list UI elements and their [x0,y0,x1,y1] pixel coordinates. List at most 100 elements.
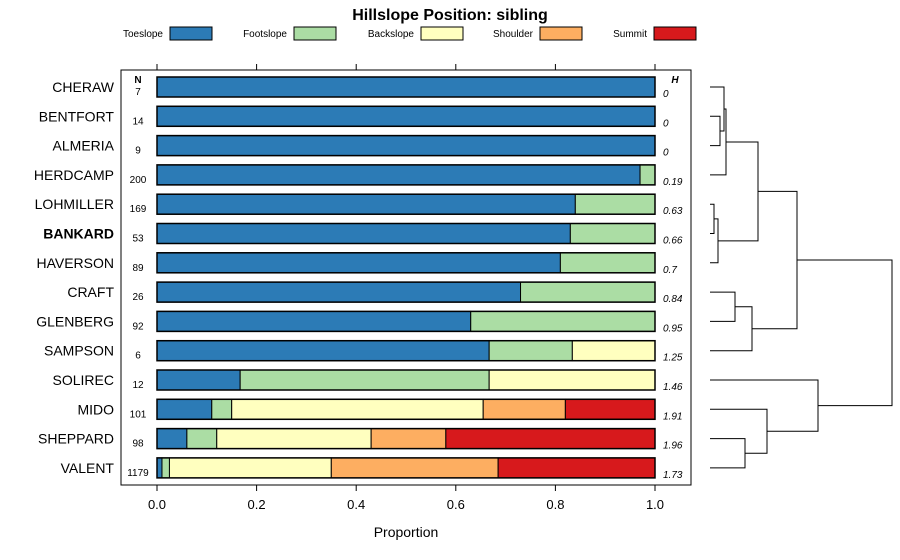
bar-outline-bankard [156,222,656,245]
bar-outline-valent [156,457,656,479]
h-value-glenberg: 0.95 [663,323,683,334]
n-value-haverson: 89 [132,263,144,274]
row-label-solirec: SOLIREC [53,372,114,388]
row-label-almeria: ALMERIA [53,138,115,154]
h-value-herdcamp: 0.19 [663,177,683,188]
row-label-cheraw: CHERAW [52,79,114,95]
h-value-sheppard: 1.96 [663,441,683,452]
x-axis: 0.0 0.2 0.4 0.6 0.8 1.0 [148,64,664,512]
n-value-sampson: 6 [135,351,141,362]
row-label-craft: CRAFT [67,284,114,300]
bar-row-glenberg [156,310,656,333]
x-tick-label-3: 0.6 [447,497,465,512]
legend-swatch-summit [653,26,697,41]
bar-segment-mido-backslope [231,398,484,420]
bar-outline-herdcamp [156,164,656,186]
bar-segment-solirec-toeslope [156,369,241,391]
bar-segment-bankard-toeslope [156,223,571,244]
row-label-herdcamp: HERDCAMP [34,167,114,183]
n-value-sheppard: 98 [132,439,144,450]
legend-label-backslope: Backslope [368,29,415,40]
bar-segment-valent-summit [497,457,656,479]
dendrogram-link-8 [752,190,798,330]
row-label-sheppard: SHEPPARD [38,431,114,447]
n-value-valent: 1179 [127,468,149,479]
bar-segment-sampson-backslope [571,340,656,362]
dendrogram-link-3 [710,203,715,234]
bar-outline-mido [156,398,656,421]
x-tick-label-0: 0.0 [148,497,166,512]
bar-segment-bankard-footslope [569,223,656,244]
dendrogram-link-12 [797,259,893,407]
bar-outline-almeria [156,134,656,157]
n-value-glenberg: 92 [132,321,144,332]
row-label-mido: MIDO [77,401,114,417]
bar-segment-sampson-footslope [488,340,573,362]
bar-row-sheppard [156,427,656,450]
bar-row-almeria [156,134,656,157]
bar-segment-sampson-toeslope [156,340,490,362]
bar-segment-solirec-footslope [239,369,490,391]
bar-row-bentfort [156,105,656,128]
row-labels: CHERAW 7 0 BENTFORT 14 0 ALMERIA 9 0 HERDCAMP 200 0… [34,79,683,481]
legend-swatch-shoulder [539,26,583,41]
bar-row-lohmiller [156,193,656,215]
n-value-bentfort: 14 [132,116,144,127]
x-tick-label-5: 1.0 [646,497,664,512]
x-tick-label-2: 0.4 [347,497,365,512]
h-value-sampson: 1.25 [663,353,683,364]
bar-segment-haverson-footslope [559,252,656,274]
h-value-bankard: 0.66 [663,236,683,247]
bar-segment-bentfort-toeslope [156,105,656,127]
bar-outline-sampson [156,339,656,362]
n-value-almeria: 9 [135,146,141,157]
bar-outline-lohmiller [156,193,656,215]
bar-row-solirec [156,369,656,391]
x-axis-title: Proportion [374,524,439,540]
dendrogram-link-11 [710,379,819,432]
bar-row-cheraw [156,76,656,98]
x-tick-label-4: 0.8 [546,497,564,512]
bar-segment-valent-backslope [168,457,332,479]
bar-row-mido [156,398,656,421]
row-label-sampson: SAMPSON [44,343,114,359]
n-value-lohmiller: 169 [130,204,147,215]
legend-label-toeslope: Toeslope [123,29,163,40]
bar-row-haverson [156,252,656,274]
bar-segment-mido-footslope [211,398,233,420]
bar-segment-sheppard-shoulder [370,428,447,450]
bar-segment-herdcamp-toeslope [156,164,641,186]
legend-swatch-toeslope [169,26,213,41]
n-value-craft: 26 [132,292,144,303]
legend-label-footslope: Footslope [243,29,287,40]
dendrogram-link-10 [710,408,768,454]
row-label-bentfort: BENTFORT [39,108,115,124]
bar-row-craft [156,281,656,303]
bar-segment-valent-shoulder [330,457,499,479]
bar-outline-cheraw [156,76,656,98]
h-value-cheraw: 0 [663,89,669,100]
bar-segment-sheppard-footslope [186,428,218,450]
bar-segment-mido-toeslope [156,398,213,420]
bar-segment-lohmiller-toeslope [156,193,576,215]
bar-segment-craft-toeslope [156,281,522,303]
row-label-haverson: HAVERSON [36,255,114,271]
h-value-mido: 1.91 [663,411,682,422]
legend-swatch-backslope [420,26,464,41]
bar-segment-sheppard-backslope [216,428,372,450]
bar-segment-herdcamp-footslope [639,164,656,186]
n-value-cheraw: 7 [135,87,141,98]
bar-outline-sheppard [156,427,656,450]
row-label-lohmiller: LOHMILLER [35,196,114,212]
bar-segment-cheraw-toeslope [156,76,656,98]
x-tick-label-1: 0.2 [248,497,266,512]
h-value-almeria: 0 [663,148,669,159]
chart-title: Hillslope Position: sibling [352,7,548,24]
bar-row-bankard [156,222,656,245]
legend: Toeslope Footslope Backslope Shoulder Summit [123,26,697,41]
bar-segment-glenberg-toeslope [156,310,472,332]
bar-segment-sheppard-toeslope [156,428,188,450]
n-value-solirec: 12 [132,380,144,391]
bar-outline-glenberg [156,310,656,333]
